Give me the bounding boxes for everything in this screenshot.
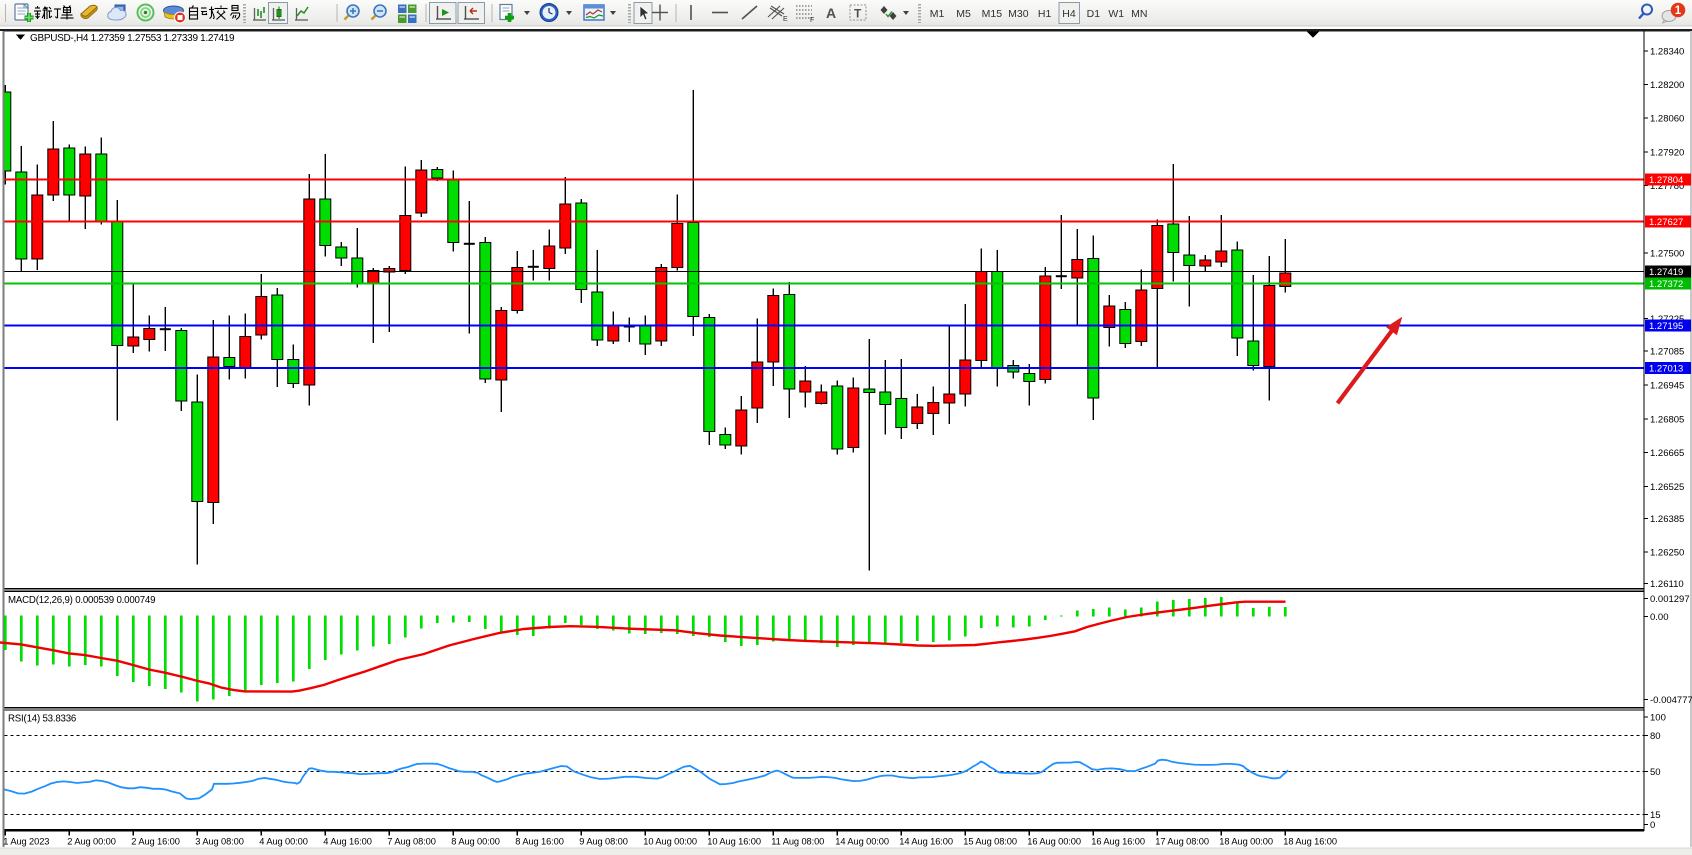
svg-text:10 Aug 16:00: 10 Aug 16:00 [707,837,761,847]
svg-text:1: 1 [1675,5,1682,17]
svg-text:1.27804: 1.27804 [1649,175,1683,186]
svg-text:1.27780: 1.27780 [1650,181,1684,192]
svg-text:MACD(12,26,9) 0.000539 0.00074: MACD(12,26,9) 0.000539 0.000749 [8,595,155,606]
svg-text:1.27085: 1.27085 [1650,347,1684,358]
svg-text:A: A [826,5,836,21]
svg-text:1.26250: 1.26250 [1650,548,1684,559]
svg-text:15 Aug 08:00: 15 Aug 08:00 [963,837,1017,847]
svg-text:1.27920: 1.27920 [1650,148,1684,159]
svg-text:-0.004777: -0.004777 [1650,695,1692,706]
svg-text:0: 0 [1650,820,1655,831]
svg-text:D1: D1 [1087,8,1101,20]
svg-text:10 Aug 00:00: 10 Aug 00:00 [643,837,697,847]
svg-text:3 Aug 08:00: 3 Aug 08:00 [195,837,244,847]
svg-text:1.26385: 1.26385 [1650,514,1684,525]
svg-text:H4: H4 [1062,8,1076,20]
svg-text:2 Aug 00:00: 2 Aug 00:00 [67,837,116,847]
svg-text:7 Aug 08:00: 7 Aug 08:00 [387,837,436,847]
svg-text:1.27195: 1.27195 [1649,321,1683,332]
svg-text:M15: M15 [982,8,1003,20]
svg-text:W1: W1 [1108,8,1124,20]
svg-text:1.27372: 1.27372 [1649,279,1683,290]
svg-text:0.00: 0.00 [1650,612,1669,623]
svg-text:1.27013: 1.27013 [1649,363,1683,374]
svg-text:1.28060: 1.28060 [1650,114,1684,125]
svg-text:1.26525: 1.26525 [1650,482,1684,493]
svg-text:18 Aug 16:00: 18 Aug 16:00 [1283,837,1337,847]
svg-text:8 Aug 16:00: 8 Aug 16:00 [515,837,564,847]
svg-text:1.28200: 1.28200 [1650,80,1684,91]
svg-text:11 Aug 08:00: 11 Aug 08:00 [771,837,824,847]
svg-text:1.26805: 1.26805 [1650,415,1684,426]
svg-text:15: 15 [1650,810,1661,821]
svg-text:H1: H1 [1038,8,1052,20]
svg-text:1.28340: 1.28340 [1650,47,1684,58]
svg-text:1.27419: 1.27419 [1649,267,1683,278]
svg-text:14 Aug 00:00: 14 Aug 00:00 [835,837,889,847]
svg-text:8 Aug 00:00: 8 Aug 00:00 [451,837,500,847]
svg-text:F: F [810,17,814,24]
svg-text:2 Aug 16:00: 2 Aug 16:00 [131,837,180,847]
svg-text:1.27500: 1.27500 [1650,249,1684,260]
svg-text:M5: M5 [956,8,971,20]
svg-text:1 Aug 2023: 1 Aug 2023 [3,837,49,847]
svg-text:M30: M30 [1008,8,1029,20]
svg-text:MN: MN [1131,8,1147,20]
svg-text:M1: M1 [930,8,945,20]
svg-text:1.26945: 1.26945 [1650,381,1684,392]
svg-text:100: 100 [1650,713,1666,724]
svg-text:RSI(14) 53.8336: RSI(14) 53.8336 [8,714,76,725]
svg-text:16 Aug 00:00: 16 Aug 00:00 [1027,837,1081,847]
svg-text:80: 80 [1650,731,1661,742]
svg-text:16 Aug 16:00: 16 Aug 16:00 [1091,837,1145,847]
svg-text:GBPUSD-,H4 1.27359 1.27553 1.: GBPUSD-,H4 1.27359 1.27553 1.27339 1.274… [30,33,235,44]
svg-text:E: E [783,16,788,23]
svg-text:1.27627: 1.27627 [1649,217,1683,228]
svg-text:4 Aug 16:00: 4 Aug 16:00 [323,837,372,847]
svg-text:1.26665: 1.26665 [1650,448,1684,459]
svg-text:17 Aug 08:00: 17 Aug 08:00 [1155,837,1209,847]
svg-text:50: 50 [1650,767,1661,778]
svg-text:18 Aug 00:00: 18 Aug 00:00 [1219,837,1273,847]
svg-text:14 Aug 16:00: 14 Aug 16:00 [899,837,953,847]
svg-text:0.001297: 0.001297 [1650,594,1690,605]
svg-text:9 Aug 08:00: 9 Aug 08:00 [579,837,628,847]
svg-text:1.26110: 1.26110 [1650,579,1684,590]
svg-text:T: T [854,7,862,21]
svg-text:4 Aug 00:00: 4 Aug 00:00 [259,837,308,847]
